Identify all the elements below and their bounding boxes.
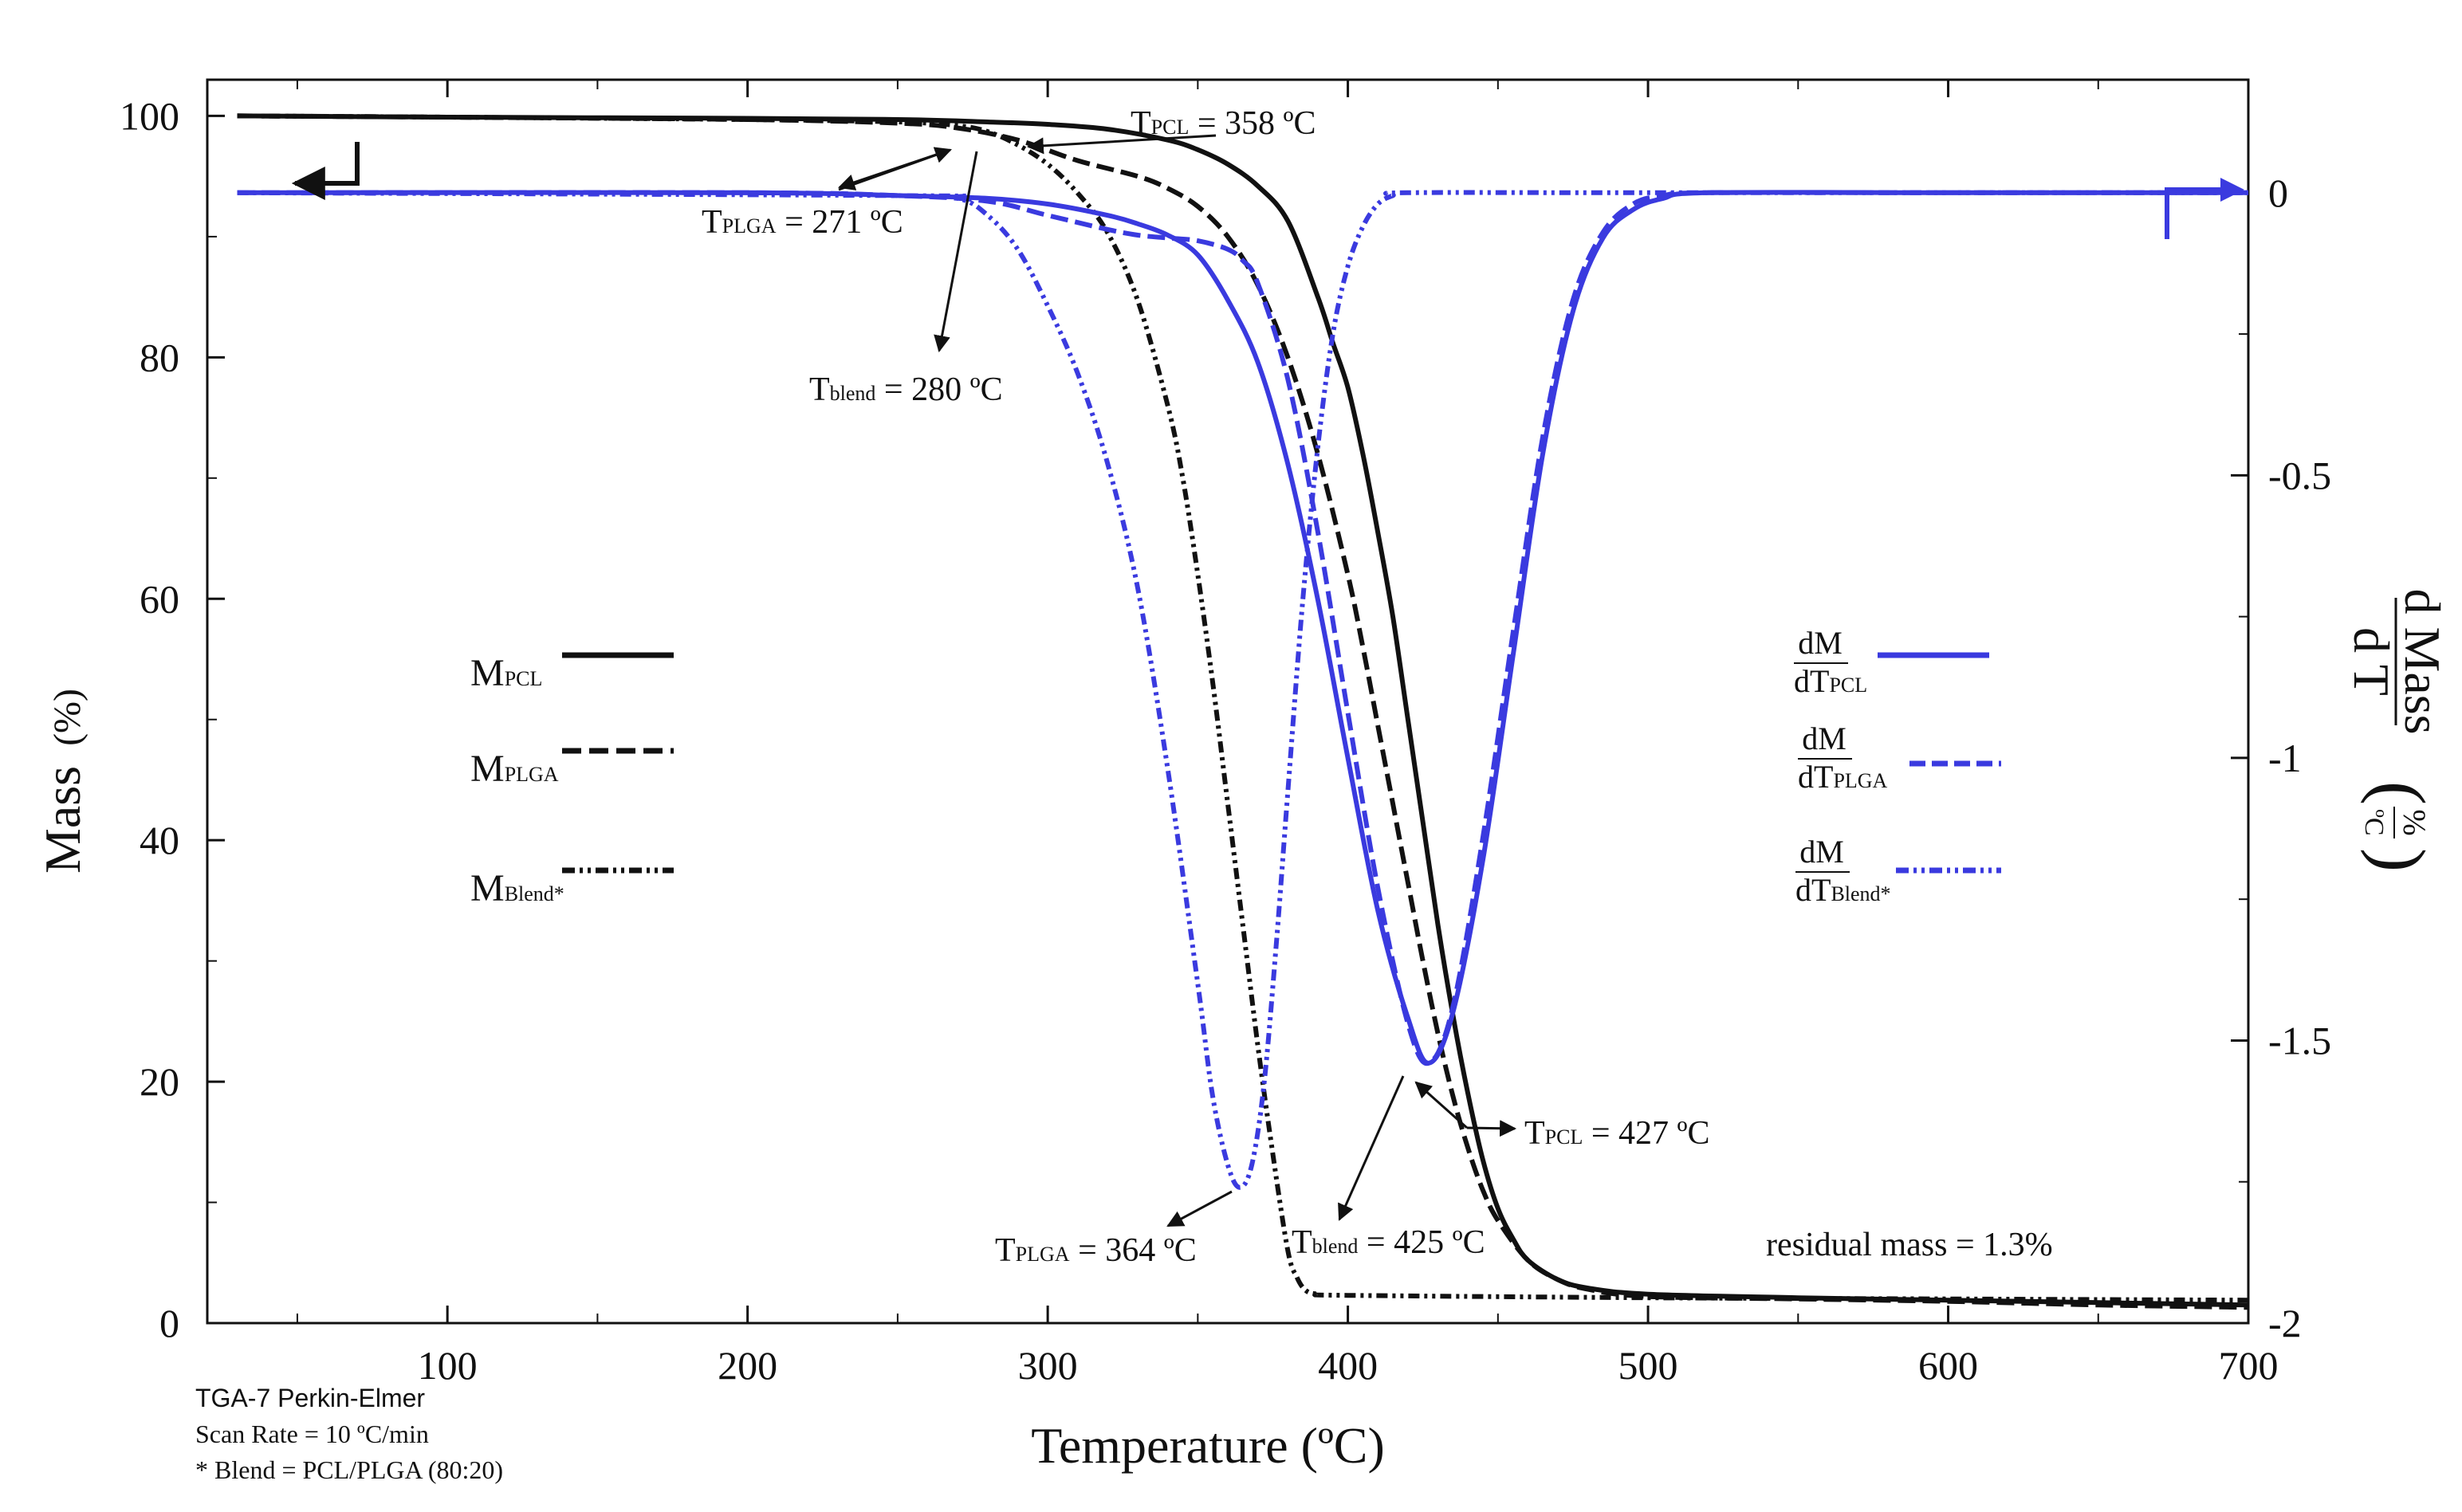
x-tick-label: 700 [2219,1343,2279,1388]
x-axis-title: Temperature (ºC) [1031,1417,1385,1474]
series-line-m-pcl [237,113,2249,1308]
y-left-tick-label: 0 [159,1301,179,1345]
annotation-t-plga-onset: TPLGA = 271 ºC [702,204,903,241]
y-left-tick-label: 60 [140,576,179,621]
y-left-tick-label: 40 [140,818,179,862]
annotation-t-blend-peak: Tblend = 425 ºC [1292,1224,1485,1261]
annotation-t-plga-peak: TPLGA = 364 ºC [995,1232,1197,1269]
footnote-instrument: TGA-7 Perkin-Elmer [195,1384,425,1412]
svg-text:dTPLGA: dTPLGA [1798,759,1888,795]
series-line-dm-dt-plga [237,190,2248,1066]
y-right-axis-title: d Mass d T ( % ºC ) [2343,588,2451,872]
y-right-tick-label: -1 [2268,736,2302,780]
legend-derivative: dM dTPCL dM dTPLGA dM dTBlend* [1794,625,2001,908]
right-title-paren-open: ( [2360,781,2439,805]
series-line-m-blend [237,113,2249,1303]
legend-item-dm-plga: dM dTPLGA [1798,721,1888,795]
x-tick-label: 200 [718,1343,777,1388]
y-right-tick-label: 0 [2268,171,2288,215]
svg-text:dTPCL: dTPCL [1794,663,1867,699]
svg-text:dTBlend*: dTBlend* [1795,872,1891,908]
legend-item-dm-blend: dM dTBlend* [1795,834,1891,908]
right-title-unit-num: % [2397,809,2433,835]
left-axis-arrow-icon [291,142,360,200]
x-tick-label: 500 [1618,1343,1678,1388]
right-title-denominator: d T [2343,627,2400,696]
right-title-unit-den: ºC [2359,809,2389,835]
series-line-dm-dt-pcl [237,190,2248,1066]
svg-text:dM: dM [1802,721,1846,756]
legend-mass: MPCL MPLGA MBlend* [470,652,674,909]
y-left-axis-title: Mass(%) [34,689,91,874]
x-tick-label: 600 [1918,1343,1978,1388]
svg-text:dM: dM [1798,625,1843,661]
y-right-tick-label: -2 [2268,1301,2302,1345]
x-tick-label: 100 [418,1343,478,1388]
y-left-tick-label: 20 [140,1059,179,1104]
series-line-dm-dt-blend [237,190,2248,1190]
legend-item-dm-pcl: dM dTPCL [1794,625,1867,699]
legend-item-m-pcl: MPCL [470,652,542,694]
annotation-t-blend-onset: Tblend = 280 ºC [809,371,1003,408]
series-curves [237,113,2249,1310]
x-tick-label: 400 [1318,1343,1378,1388]
y-left-tick-label: 100 [120,93,179,138]
right-axis-arrow-icon [2165,178,2244,239]
annotation-arrows [838,134,1517,1227]
axis-ticks: 100 200 300 400 500 600 700 0 20 40 60 80 100 0 -0.5 -1… [120,80,2331,1388]
right-title-paren-close: ) [2360,848,2439,872]
y-right-tick-label: -1.5 [2268,1018,2331,1062]
plot-frame [206,78,2250,1325]
footnote-blend: * Blend = PCL/PLGA (80:20) [195,1455,503,1484]
legend-item-m-blend: MBlend* [470,867,564,909]
annotation-t-pcl-onset: TPCL = 358 ºC [1131,105,1316,142]
annotation-residual-mass: residual mass = 1.3% [1766,1227,2053,1263]
y-left-tick-label: 80 [140,335,179,379]
y-right-tick-label: -0.5 [2268,453,2331,497]
svg-text:dM: dM [1799,834,1844,870]
x-tick-label: 300 [1018,1343,1078,1388]
legend-item-m-plga: MPLGA [470,748,559,790]
right-title-numerator: d Mass [2394,588,2451,734]
annotation-t-pcl-peak: TPCL = 427 ºC [1524,1115,1710,1152]
footnote-scan-rate: Scan Rate = 10 ºC/min [195,1420,429,1448]
series-line-m-plga [237,113,2249,1310]
